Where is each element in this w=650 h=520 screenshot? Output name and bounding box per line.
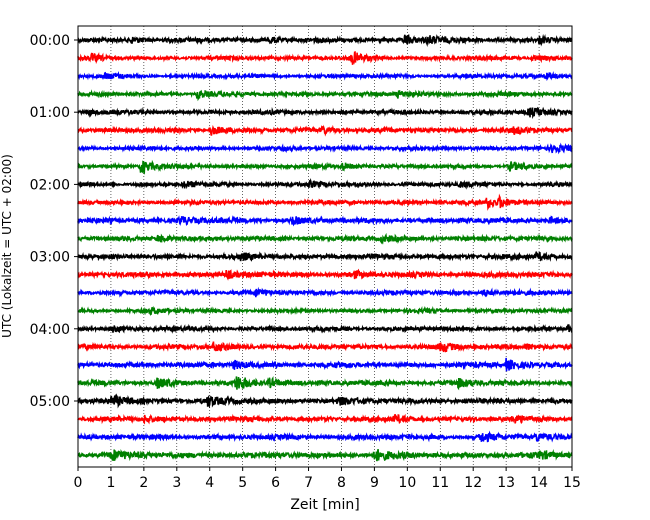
x-tick-label: 6: [271, 475, 280, 491]
y-tick-label: 03:00: [30, 250, 70, 266]
trace-0515: [77, 413, 573, 425]
x-tick-label: 15: [563, 475, 581, 491]
trace-0530: [77, 430, 573, 443]
trace-0100: [77, 106, 573, 120]
x-tick-label: 7: [304, 475, 313, 491]
trace-0545: [77, 448, 573, 462]
seismic-traces: [77, 33, 573, 462]
x-axis-label: Zeit [min]: [290, 497, 359, 513]
trace-0030: [77, 70, 573, 82]
trace-0330: [77, 286, 573, 298]
trace-0345: [77, 305, 573, 317]
trace-0015: [77, 51, 573, 65]
x-tick-label: 3: [172, 475, 181, 491]
x-tick-label: 5: [238, 475, 247, 491]
trace-0215: [77, 193, 573, 211]
trace-0500: [77, 393, 573, 409]
x-tick-label: 10: [398, 475, 416, 491]
x-tick-label: 1: [106, 475, 115, 491]
x-tick-label: 9: [370, 475, 379, 491]
trace-0315: [77, 268, 573, 281]
trace-0000: [77, 33, 573, 48]
y-axis-ticks: 00:00 01:00 02:00 03:00 04:00 05:00: [30, 33, 78, 410]
y-tick-label: 02:00: [30, 177, 70, 193]
plot-background: [78, 26, 572, 467]
x-tick-label: 13: [497, 475, 515, 491]
y-tick-label: 00:00: [30, 33, 70, 49]
x-tick-label: 8: [337, 475, 346, 491]
x-tick-label: 11: [431, 475, 449, 491]
y-tick-label: 05:00: [30, 394, 70, 410]
x-tick-label: 4: [205, 475, 214, 491]
y-tick-label: 04:00: [30, 322, 70, 338]
x-tick-label: 14: [530, 475, 548, 491]
trace-0445: [77, 375, 573, 391]
trace-0230: [77, 215, 573, 227]
y-axis-label: UTC (Lokalzeit = UTC + 02:00): [0, 154, 14, 338]
trace-0430: [77, 357, 573, 372]
trace-0045: [77, 89, 573, 102]
x-axis-ticks: 0 1 2 3 4 5 6 7 8 9 10 11 12 13 14 15: [74, 467, 581, 491]
trace-0300: [77, 251, 573, 262]
trace-0400: [77, 323, 573, 334]
trace-0200: [77, 178, 573, 190]
trace-0145: [77, 159, 573, 175]
plot-frame: [77, 25, 573, 468]
x-tick-label: 12: [464, 475, 482, 491]
y-tick-label: 01:00: [30, 105, 70, 121]
trace-0245: [77, 232, 573, 245]
trace-0115: [77, 124, 573, 137]
trace-0415: [77, 341, 573, 353]
x-tick-label: 0: [74, 475, 83, 491]
x-tick-label: 2: [139, 475, 148, 491]
trace-0130: [77, 142, 573, 155]
